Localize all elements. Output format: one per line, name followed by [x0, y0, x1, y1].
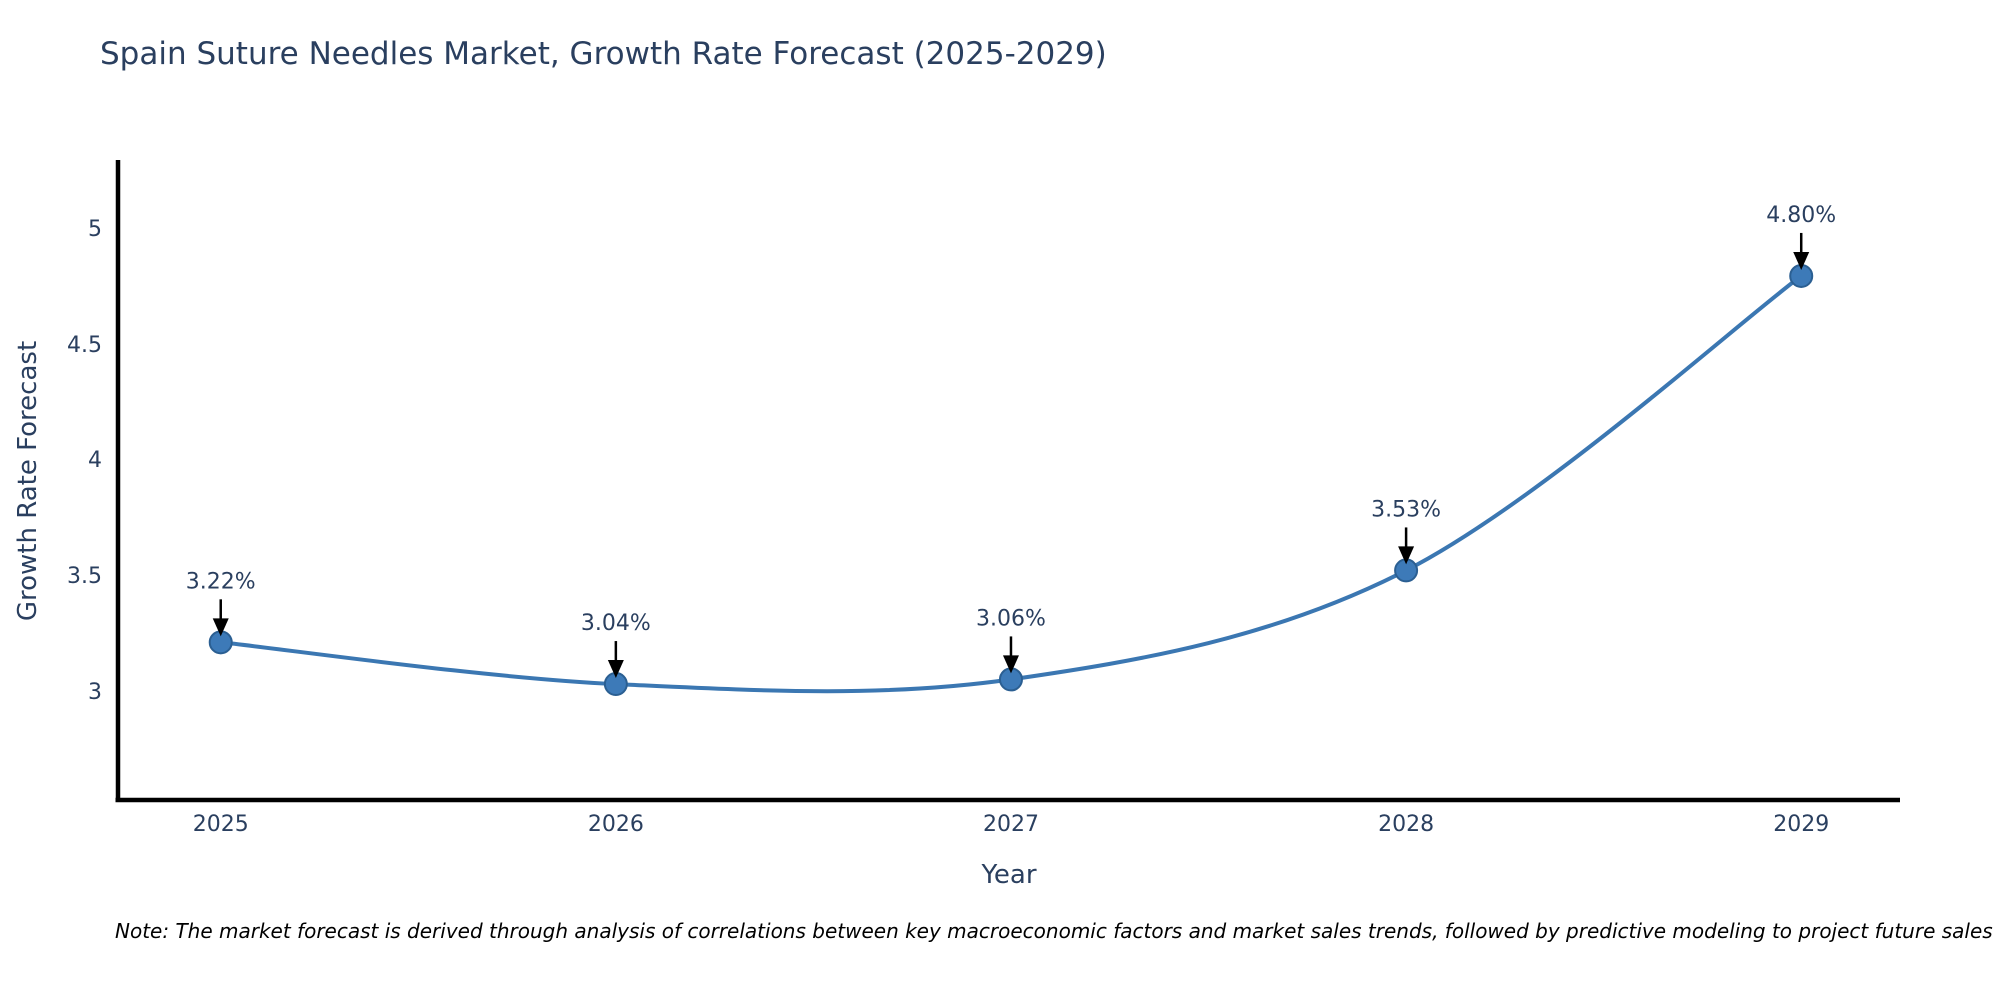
point-annotation-label: 3.22%	[186, 569, 256, 594]
x-tick-label: 2028	[1378, 812, 1435, 837]
annotation-arrowhead-icon	[1398, 546, 1415, 565]
annotation-arrowhead-icon	[607, 660, 624, 679]
y-tick-label: 4	[88, 448, 102, 474]
annotation-arrowhead-icon	[1002, 655, 1019, 674]
chart-title: Spain Suture Needles Market, Growth Rate…	[100, 36, 1107, 72]
y-tick-label: 5	[88, 216, 102, 242]
y-tick-label: 4.5	[67, 332, 102, 358]
x-axis-title: Year	[981, 860, 1037, 890]
point-annotation-label: 3.06%	[976, 606, 1046, 631]
y-axis-title: Growth Rate Forecast	[13, 340, 43, 622]
x-tick-label: 2026	[587, 812, 644, 837]
annotation-arrowhead-icon	[212, 618, 229, 637]
annotation-arrowhead-icon	[1793, 251, 1810, 270]
x-tick-label: 2027	[982, 812, 1039, 837]
footnote-text: Note: The market forecast is derived thr…	[115, 919, 1993, 943]
y-tick-label: 3.5	[67, 564, 102, 590]
x-tick-label: 2025	[192, 812, 249, 837]
y-tick-label: 3	[88, 680, 102, 706]
point-annotation-label: 3.04%	[581, 611, 651, 636]
point-annotation-label: 3.53%	[1371, 497, 1441, 522]
x-tick-label: 2029	[1773, 812, 1830, 837]
point-annotation-label: 4.80%	[1766, 203, 1836, 228]
trend-line	[220, 274, 1803, 694]
